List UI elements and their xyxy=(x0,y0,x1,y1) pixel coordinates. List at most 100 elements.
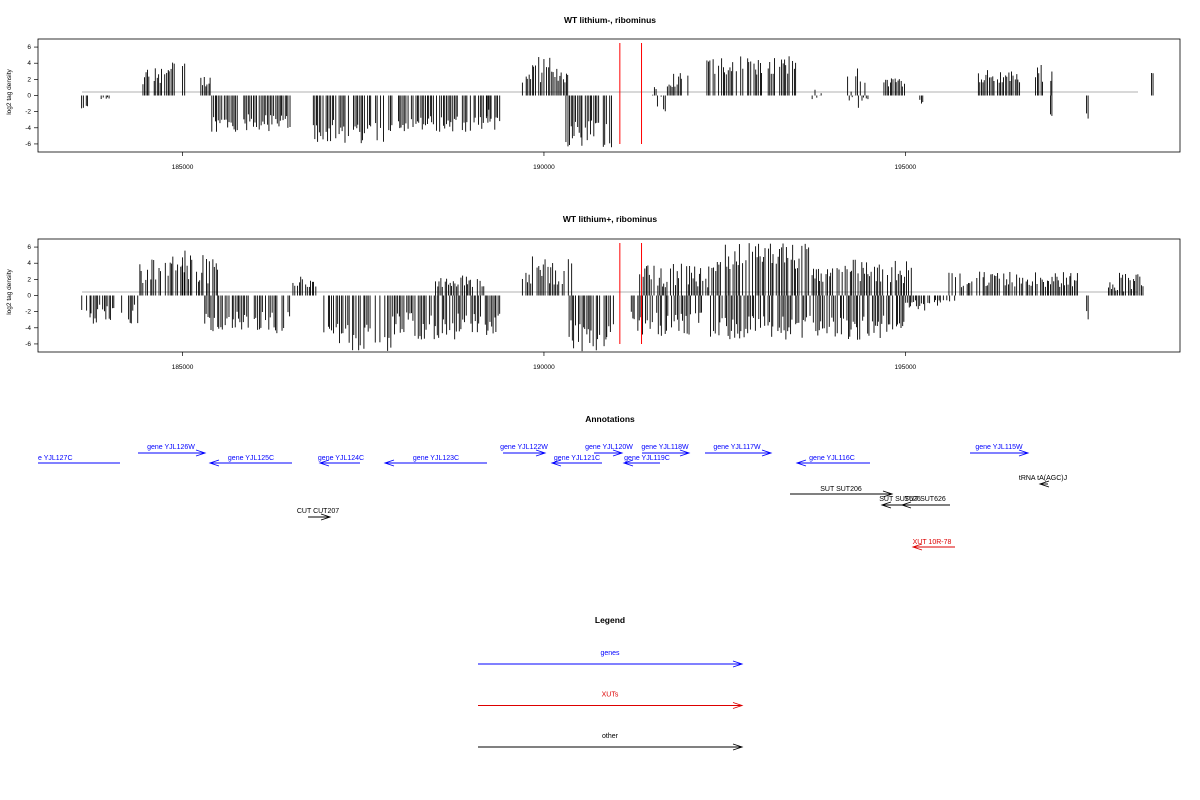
legend-arrowhead xyxy=(732,743,744,751)
panel1-title: WT lithium-, ribominus xyxy=(564,15,656,25)
feature-arrowhead xyxy=(1038,480,1050,488)
annotation-feature: gene YJL125C xyxy=(208,455,292,467)
panel2-bars xyxy=(81,243,1144,352)
feature-label: tRNA tA(AGC)J xyxy=(1019,475,1067,482)
feature-label: gene YJL118W xyxy=(641,444,689,451)
annotation-feature: SUT SUT206 xyxy=(790,486,894,498)
y-tick-label: -2 xyxy=(25,309,31,316)
panel1-x-axis: 185000 190000 195000 xyxy=(172,152,917,171)
feature-label: gene YJL116C xyxy=(809,455,855,462)
legend-panel: Legend genes XUTs other xyxy=(478,615,744,751)
feature-arrowhead xyxy=(612,449,624,457)
feature-arrowhead xyxy=(622,459,634,467)
x-tick-label: 185000 xyxy=(172,164,194,171)
y-tick-label: -4 xyxy=(25,125,31,132)
feature-arrowhead xyxy=(383,459,395,467)
panel-lithium-minus: WT lithium-, ribominus log2 tag density … xyxy=(6,15,1181,171)
annotation-feature: XUT 10R-78 xyxy=(911,539,955,551)
legend-title: Legend xyxy=(595,615,625,625)
y-tick-label: -6 xyxy=(25,141,31,148)
annotation-feature: gene YJL124C xyxy=(318,455,364,467)
feature-label: e YJL127C xyxy=(38,455,73,462)
legend-arrowhead xyxy=(732,702,744,709)
annotation-feature: CUT CUT207 xyxy=(297,508,339,521)
feature-label: gene YJL122W xyxy=(500,444,548,451)
annotation-feature: gene YJL120W xyxy=(585,444,633,457)
panel2-ylabel: log2 tag density xyxy=(6,268,13,314)
panel2-y-axis: 6 4 2 0 -2 -4 -6 xyxy=(25,244,38,348)
annotation-feature: e YJL127C xyxy=(38,455,120,464)
panel1-ylabel: log2 tag density xyxy=(6,68,13,114)
y-tick-label: 6 xyxy=(27,44,31,51)
feature-arrowhead xyxy=(795,459,807,467)
panel1-bars xyxy=(81,56,1154,148)
x-tick-label: 195000 xyxy=(894,364,916,371)
feature-arrowhead xyxy=(208,459,220,467)
annotation-feature: gene YJL119C xyxy=(622,455,670,467)
legend-items: genes XUTs other xyxy=(478,650,744,751)
legend-label: XUTs xyxy=(602,692,619,699)
y-tick-label: 2 xyxy=(27,276,31,283)
panel2-title: WT lithium+, ribominus xyxy=(563,214,657,224)
legend-label: genes xyxy=(600,650,620,657)
annotation-items: e YJL127C gene YJL126W gene YJL125C gene YJ… xyxy=(38,444,1067,551)
feature-label: gene YJL117W xyxy=(713,444,761,451)
x-tick-label: 195000 xyxy=(894,164,916,171)
feature-label: gene YJL126W xyxy=(147,444,195,451)
annotation-feature: gene YJL126W xyxy=(138,444,207,457)
feature-arrowhead xyxy=(880,501,892,509)
feature-label: XUT 10R-78 xyxy=(913,539,952,546)
feature-label: SUT SUT206 xyxy=(820,486,862,493)
feature-arrowhead xyxy=(761,449,773,457)
annotation-feature: gene YJL117W xyxy=(705,444,773,457)
annotation-feature: SUT SUT626 xyxy=(900,496,950,509)
y-tick-label: 6 xyxy=(27,244,31,251)
legend-label: other xyxy=(602,733,619,740)
y-tick-label: 2 xyxy=(27,76,31,83)
legend-arrowhead xyxy=(732,660,744,668)
x-tick-label: 185000 xyxy=(172,364,194,371)
feature-arrowhead xyxy=(318,459,330,467)
feature-label: SUT SUT626 xyxy=(879,496,921,503)
annotation-feature: gene YJL116C xyxy=(795,455,870,467)
feature-label: gene YJL119C xyxy=(624,455,670,462)
feature-arrowhead xyxy=(535,449,547,457)
feature-arrowhead xyxy=(1018,449,1030,457)
panel2-x-axis: 185000 190000 195000 xyxy=(172,352,917,371)
feature-arrowhead xyxy=(550,459,562,467)
panel1-y-axis: 6 4 2 0 -2 -4 -6 xyxy=(25,44,38,148)
feature-label: gene YJL121C xyxy=(554,455,600,462)
y-tick-label: -2 xyxy=(25,109,31,116)
panel2-markers xyxy=(619,243,643,344)
annotation-feature: tRNA tA(AGC)J xyxy=(1019,475,1067,488)
feature-label: gene YJL120W xyxy=(585,444,633,451)
panel1-markers xyxy=(619,43,643,144)
feature-arrowhead xyxy=(900,501,912,509)
feature-arrowhead xyxy=(195,449,207,457)
y-tick-label: 0 xyxy=(27,293,31,300)
annotation-feature: gene YJL121C xyxy=(550,455,602,467)
legend-entry: genes xyxy=(478,650,744,668)
y-tick-label: 0 xyxy=(27,93,31,100)
feature-arrowhead xyxy=(882,490,894,498)
feature-label: gene YJL115W xyxy=(975,444,1023,451)
annotation-feature: gene YJL122W xyxy=(500,444,548,457)
annotations-title: Annotations xyxy=(585,414,635,424)
x-tick-label: 190000 xyxy=(533,364,555,371)
x-tick-label: 190000 xyxy=(533,164,555,171)
panel-lithium-plus: WT lithium+, ribominus log2 tag density … xyxy=(6,214,1181,371)
y-tick-label: -4 xyxy=(25,325,31,332)
y-tick-label: -6 xyxy=(25,341,31,348)
feature-label: gene YJL124C xyxy=(318,455,364,462)
feature-arrowhead xyxy=(320,513,332,521)
feature-label: gene YJL125C xyxy=(228,455,274,462)
annotation-feature: gene YJL118W xyxy=(641,444,691,457)
annotation-feature: gene YJL123C xyxy=(383,455,487,467)
feature-label: SUT SUT626 xyxy=(904,496,946,503)
legend-entry: other xyxy=(478,733,744,751)
annotations-panel: Annotations e YJL127C gene YJL126W gene YJ… xyxy=(38,414,1067,551)
feature-label: CUT CUT207 xyxy=(297,508,339,515)
feature-label: gene YJL123C xyxy=(413,455,459,462)
feature-arrowhead xyxy=(679,449,691,457)
